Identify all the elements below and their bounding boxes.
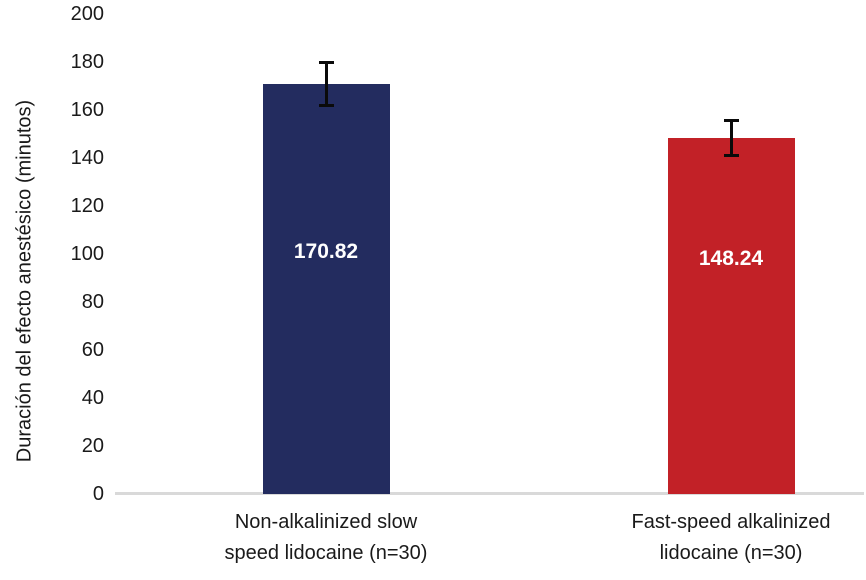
x-axis-line [115, 492, 864, 495]
x-axis-category-label: Fast-speed alkalinized lidocaine (n=30) [561, 507, 866, 569]
x-axis-category-label-line: Non-alkalinized slow [234, 511, 418, 533]
y-tick-label: 140 [70, 147, 104, 169]
y-tick-label: 20 [81, 435, 104, 457]
y-tick-label: 200 [70, 3, 104, 25]
y-tick-label: 40 [81, 387, 104, 409]
x-axis-category-label-line: Fast-speed alkalinized [631, 511, 831, 533]
y-tick-label: 60 [81, 339, 104, 361]
y-tick-label: 180 [70, 51, 104, 73]
x-axis-category-label-line: speed lidocaine (n=30) [224, 542, 428, 564]
x-axis-category-label-line: lidocaine (n=30) [659, 542, 803, 564]
bar-2 [667, 138, 795, 494]
x-axis-category-label: Non-alkalinized slow speed lidocaine (n=3… [156, 507, 496, 569]
error-bar-top-cap [318, 61, 334, 65]
y-tick-label: 100 [70, 243, 104, 265]
bar-value-label: 170.82 [293, 240, 359, 263]
y-tick-label: 80 [81, 291, 104, 313]
y-tick-label: 120 [70, 195, 104, 217]
y-axis-title: Duración del efecto anestésico (minutos) [13, 99, 36, 463]
error-bar [324, 62, 328, 106]
y-tick-label: 0 [92, 483, 104, 505]
error-bar [729, 120, 733, 157]
error-bar-top-cap [723, 119, 739, 123]
y-tick-label: 160 [70, 99, 104, 121]
bar-1 [262, 84, 390, 494]
error-bar-bottom-cap [318, 103, 334, 107]
error-bar-bottom-cap [723, 154, 739, 158]
bar-value-label: 148.24 [698, 247, 764, 270]
